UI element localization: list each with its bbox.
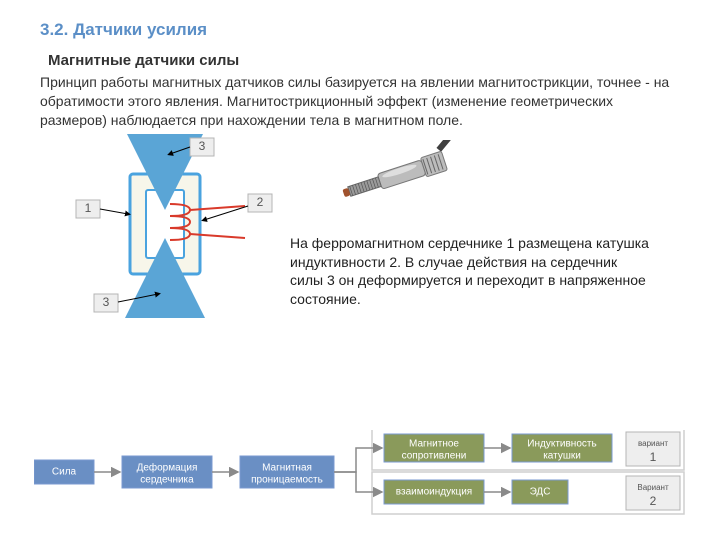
flow-label-deform-2: сердечника (140, 475, 194, 486)
middle-row: 3 3 1 2 (0, 134, 720, 334)
flow-label-perm-1: Магнитная (262, 463, 312, 474)
label-3-top: 3 (199, 139, 206, 153)
section-title: 3.2. Датчики усилия (0, 0, 720, 46)
section-subtitle: Магнитные датчики силы (0, 46, 720, 73)
flow-label-induct-1: Индуктивность (527, 439, 596, 450)
core-diagram: 3 3 1 2 (70, 134, 290, 334)
sensor-illustration (330, 140, 480, 230)
core-window (146, 190, 184, 258)
flow-label-perm-2: проницаемость (251, 475, 323, 486)
label-1: 1 (85, 201, 92, 215)
variant-2-label-1: Вариант (637, 483, 669, 492)
flow-label-emf: ЭДС (530, 487, 551, 498)
flow-label-mutual: взаимоиндукция (396, 487, 472, 498)
flow-main: Сила Деформация сердечника Магнитная про… (34, 456, 334, 488)
flow-label-force: Сила (52, 467, 77, 478)
label-3-bottom: 3 (103, 295, 110, 309)
variant-1-label-1: вариант (638, 439, 668, 448)
variant-2-label-2: 2 (650, 494, 657, 508)
flow-label-magres-1: Магнитное (409, 439, 459, 450)
flow-label-deform-1: Деформация (137, 462, 198, 474)
diagram-caption: На ферромагнитном сердечнике 1 размещена… (290, 234, 650, 310)
intro-paragraph: Принцип работы магнитных датчиков силы б… (0, 73, 720, 130)
flow-label-magres-2: сопротивлени (402, 451, 467, 462)
flowchart: Сила Деформация сердечника Магнитная про… (34, 430, 694, 530)
label-2: 2 (257, 195, 264, 209)
flow-label-induct-2: катушки (543, 451, 581, 462)
variant-1-label-2: 1 (650, 450, 657, 464)
